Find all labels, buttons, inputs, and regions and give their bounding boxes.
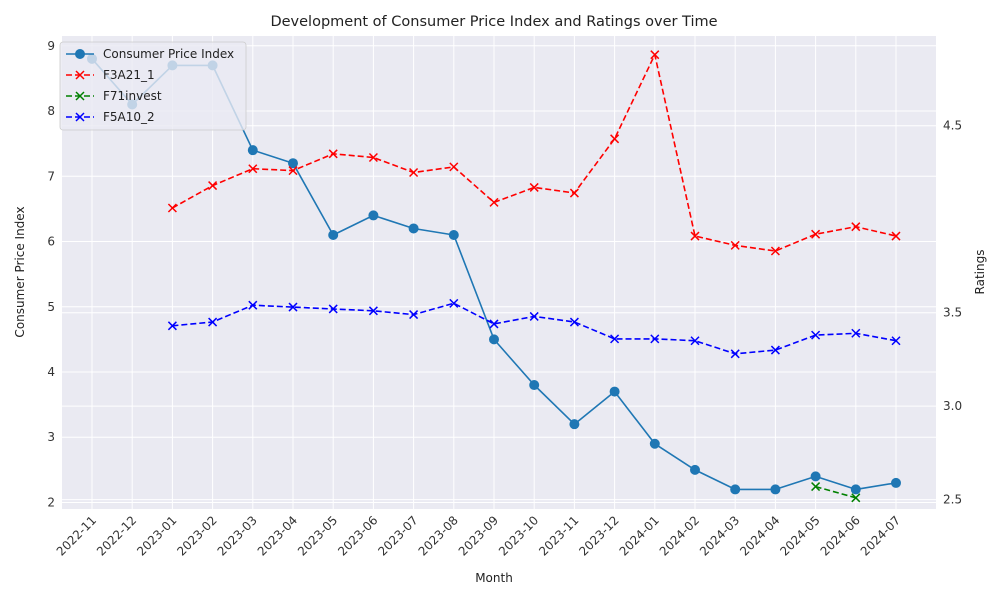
data-point <box>851 222 861 232</box>
legend-entry: Consumer Price Index <box>66 47 234 61</box>
data-point <box>75 112 85 122</box>
data-point <box>850 484 861 495</box>
data-point <box>851 328 861 338</box>
y-axis-label-left: Consumer Price Index <box>13 206 27 337</box>
data-point <box>328 229 339 240</box>
data-point <box>851 493 861 503</box>
data-point <box>489 197 499 207</box>
data-point <box>328 149 338 159</box>
data-point <box>810 471 821 482</box>
series-line <box>815 485 857 499</box>
data-point <box>208 181 218 191</box>
data-point <box>569 419 580 430</box>
legend-label: F71invest <box>103 89 162 103</box>
data-point <box>730 349 740 359</box>
data-point <box>368 152 378 163</box>
data-point <box>770 484 781 495</box>
y-tick-label-left: 6 <box>47 235 55 249</box>
legend-label: F5A10_2 <box>103 110 155 124</box>
data-point <box>408 223 419 234</box>
y-tick-label-left: 2 <box>47 495 55 509</box>
x-axis-label: Month <box>475 571 513 585</box>
data-point <box>489 334 499 345</box>
grid <box>62 36 936 509</box>
data-point <box>770 345 780 355</box>
data-point <box>288 158 298 169</box>
data-point <box>409 310 419 320</box>
y-tick-label-left: 7 <box>47 169 55 183</box>
data-point <box>167 321 177 331</box>
data-point <box>811 482 821 492</box>
data-point <box>569 317 579 327</box>
data-point <box>650 334 660 344</box>
y-tick-label-right: 4.5 <box>943 119 962 133</box>
legend: Consumer Price Index F3A21_1 F71invest F5A1… <box>59 41 247 131</box>
data-point <box>449 298 459 308</box>
data-point <box>368 306 378 316</box>
data-point <box>248 164 258 174</box>
data-point <box>288 302 298 312</box>
data-point <box>610 134 620 144</box>
data-point <box>650 50 660 60</box>
data-point <box>409 167 419 178</box>
data-point <box>811 229 821 239</box>
data-point <box>75 70 85 80</box>
legend-entry: F5A10_2 <box>66 110 155 124</box>
data-point <box>529 380 540 391</box>
y-tick-label-right: 3.5 <box>943 306 962 320</box>
data-point <box>569 188 579 198</box>
data-point <box>891 231 901 241</box>
legend-entry: F3A21_1 <box>66 68 155 82</box>
series-f71invest <box>811 482 861 503</box>
data-point <box>770 246 780 256</box>
data-point <box>75 91 85 101</box>
y-tick-label-right: 3.0 <box>943 399 962 413</box>
legend-box <box>59 41 247 131</box>
data-point <box>609 386 620 397</box>
y-tick-label-left: 9 <box>47 39 55 53</box>
y-tick-label-left: 4 <box>47 365 55 379</box>
legend-entry: F71invest <box>66 89 162 103</box>
data-point <box>891 336 901 346</box>
series-f5a10-2 <box>167 298 901 359</box>
data-point <box>690 464 700 475</box>
data-point <box>489 319 499 329</box>
data-point <box>167 203 177 213</box>
data-point <box>811 330 821 340</box>
data-point <box>248 300 258 310</box>
y-tick-label-right: 2.5 <box>943 493 962 507</box>
series-f3a21-1 <box>167 50 901 256</box>
data-point <box>208 317 218 327</box>
data-point <box>649 438 660 449</box>
data-point <box>448 229 459 240</box>
y-tick-label-left: 5 <box>47 300 55 314</box>
y-tick-label-left: 3 <box>47 430 55 444</box>
legend-label: F3A21_1 <box>103 68 155 82</box>
y-axis-label-right: Ratings <box>973 250 987 295</box>
data-point <box>529 182 539 192</box>
data-point <box>690 231 700 241</box>
data-point <box>730 484 741 495</box>
data-point <box>891 477 901 488</box>
data-point <box>328 304 338 314</box>
legend-label: Consumer Price Index <box>103 47 234 61</box>
data-point <box>75 49 85 59</box>
data-point <box>610 334 620 344</box>
data-point <box>730 240 740 250</box>
data-point <box>449 162 459 172</box>
data-point <box>690 336 700 346</box>
data-point <box>247 145 258 156</box>
data-point <box>288 166 298 176</box>
data-point <box>529 311 539 321</box>
data-point <box>368 210 379 221</box>
chart-title: Development of Consumer Price Index and … <box>270 14 717 30</box>
y-tick-label-left: 8 <box>47 104 55 118</box>
